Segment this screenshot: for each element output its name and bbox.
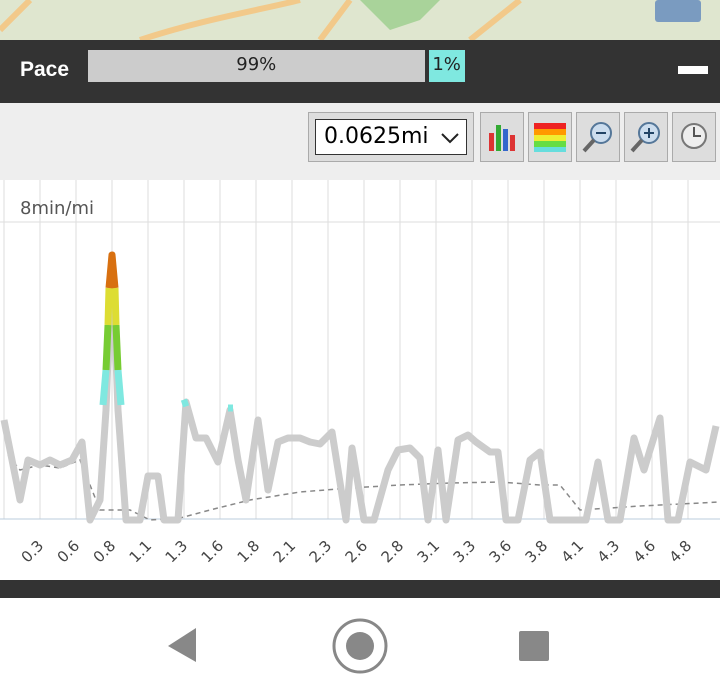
interval-value[interactable]: 0.0625mi (315, 119, 467, 155)
pace-zone (102, 324, 122, 371)
x-tick-label: 0.3 (18, 537, 48, 567)
icon (582, 122, 612, 153)
pace-zone (99, 369, 125, 406)
x-tick-label: 1.6 (198, 537, 228, 567)
dropdown-arrow (441, 133, 459, 144)
zoom-in-button[interactable] (624, 112, 668, 162)
x-tick-label: 4.8 (666, 537, 696, 567)
interval-text: 0.0625mi (324, 124, 429, 149)
x-tick-label: 3.1 (414, 537, 444, 567)
back-button[interactable] (168, 628, 196, 662)
progress-segment: 99% (88, 50, 425, 82)
x-tick-label: 4.3 (594, 537, 624, 567)
x-axis: 0.3 0.6 0.8 1.1 1.3 1.6 1.8 2.1 2.3 2.6 2.8 3.1 3.3 3… (18, 537, 696, 567)
x-tick-label: 3.3 (450, 537, 480, 567)
bar-chart-button[interactable] (480, 112, 524, 162)
header: Pace 99% 1% (0, 40, 720, 103)
x-tick-label: 2.8 (378, 537, 408, 567)
x-tick-label: 0.8 (90, 537, 120, 567)
color-button[interactable] (528, 112, 572, 162)
icon (489, 125, 515, 151)
x-tick-label: 2.1 (270, 537, 300, 567)
map-tiles (0, 0, 701, 40)
home-dot (346, 632, 374, 660)
x-tick-label: 2.6 (342, 537, 372, 567)
interval-select[interactable]: 0.0625mi (308, 112, 474, 162)
x-tick-label: 2.3 (306, 537, 336, 567)
pace-zone (105, 251, 119, 289)
bottom-bar (0, 580, 720, 598)
x-tick-label: 3.6 (486, 537, 516, 567)
x-tick-label: 1.1 (126, 537, 156, 567)
map[interactable] (0, 0, 720, 40)
pace-zone (104, 287, 120, 326)
title: Pace (20, 58, 70, 81)
pace-zone (180, 398, 233, 412)
icon (681, 123, 707, 149)
zoom-out-button[interactable] (576, 112, 620, 162)
nav-bar (168, 618, 549, 674)
icon (630, 122, 660, 153)
time-button[interactable] (672, 112, 716, 162)
x-tick-label: 1.3 (162, 537, 192, 567)
x-tick-label: 1.8 (234, 537, 264, 567)
progress-segment: 1% (428, 50, 465, 82)
toolbar: 0.0625mi (0, 103, 720, 180)
recents-button[interactable] (519, 631, 549, 661)
x-tick-label: 0.6 (54, 537, 84, 567)
y-label: 8min/mi (20, 198, 94, 219)
icon (534, 123, 566, 152)
collapse-button[interactable] (678, 66, 708, 74)
progress-bar: 99% 1% (88, 50, 465, 82)
x-tick-label: 4.6 (630, 537, 660, 567)
pace-chart: 8min/mi 0.3 0.6 0.8 1.1 1.3 1.6 1.8 2.1 2.3 2.6 2.… (0, 180, 720, 567)
x-tick-label: 4.1 (558, 537, 588, 567)
x-tick-label: 3.8 (522, 537, 552, 567)
home-button[interactable] (332, 618, 388, 674)
